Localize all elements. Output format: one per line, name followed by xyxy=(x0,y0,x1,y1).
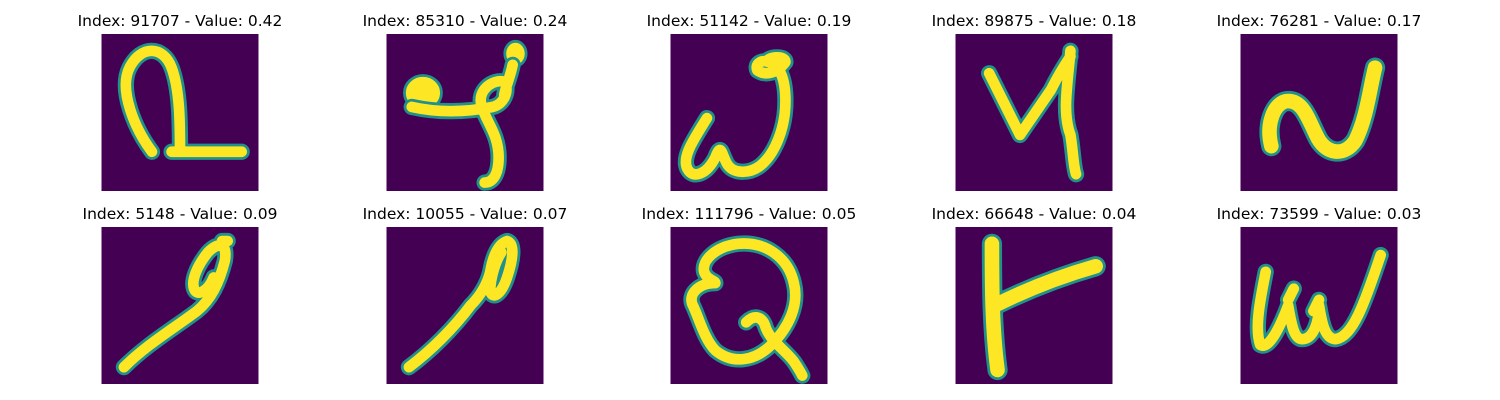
digit-image xyxy=(1240,34,1398,191)
omega-curl-glyph xyxy=(670,34,828,191)
blob-hook-glyph xyxy=(386,34,544,191)
image-panel: Index: 73599 - Value: 0.03 xyxy=(1209,205,1429,395)
w-script-glyph xyxy=(1240,227,1398,384)
image-panel: Index: 89875 - Value: 0.18 xyxy=(924,12,1144,202)
digit-image xyxy=(101,227,259,384)
loop-diagonal-thin-glyph xyxy=(386,227,544,384)
image-panel: Index: 85310 - Value: 0.24 xyxy=(355,12,575,202)
panel-title: Index: 111796 - Value: 0.05 xyxy=(641,205,857,223)
digit-image xyxy=(670,227,828,384)
image-panel: Index: 10055 - Value: 0.07 xyxy=(355,205,575,395)
loop-diagonal-glyph xyxy=(101,227,259,384)
panel-title: Index: 51142 - Value: 0.19 xyxy=(646,12,852,30)
wave-n-glyph xyxy=(1240,34,1398,191)
image-panel: Index: 91707 - Value: 0.42 xyxy=(70,12,290,202)
panel-title: Index: 85310 - Value: 0.24 xyxy=(362,12,568,30)
panel-title: Index: 10055 - Value: 0.07 xyxy=(362,205,568,223)
digit-image xyxy=(955,34,1113,191)
image-panel: Index: 66648 - Value: 0.04 xyxy=(924,205,1144,395)
q-loop-glyph xyxy=(670,227,828,384)
digit-image xyxy=(1240,227,1398,384)
panel-title: Index: 73599 - Value: 0.03 xyxy=(1216,205,1422,223)
loop-underline-glyph xyxy=(101,34,259,191)
image-panel: Index: 76281 - Value: 0.17 xyxy=(1209,12,1429,202)
panel-title: Index: 76281 - Value: 0.17 xyxy=(1216,12,1422,30)
digit-image xyxy=(386,227,544,384)
digit-image xyxy=(386,34,544,191)
digit-image xyxy=(670,34,828,191)
panel-title: Index: 91707 - Value: 0.42 xyxy=(77,12,283,30)
image-panel: Index: 5148 - Value: 0.09 xyxy=(70,205,290,395)
image-panel: Index: 51142 - Value: 0.19 xyxy=(639,12,859,202)
k-stroke-glyph xyxy=(955,227,1113,384)
y-zigzag-glyph xyxy=(955,34,1113,191)
panel-title: Index: 5148 - Value: 0.09 xyxy=(82,205,278,223)
digit-image xyxy=(955,227,1113,384)
image-panel: Index: 111796 - Value: 0.05 xyxy=(639,205,859,395)
digit-image xyxy=(101,34,259,191)
panel-title: Index: 89875 - Value: 0.18 xyxy=(931,12,1137,30)
panel-title: Index: 66648 - Value: 0.04 xyxy=(931,205,1137,223)
